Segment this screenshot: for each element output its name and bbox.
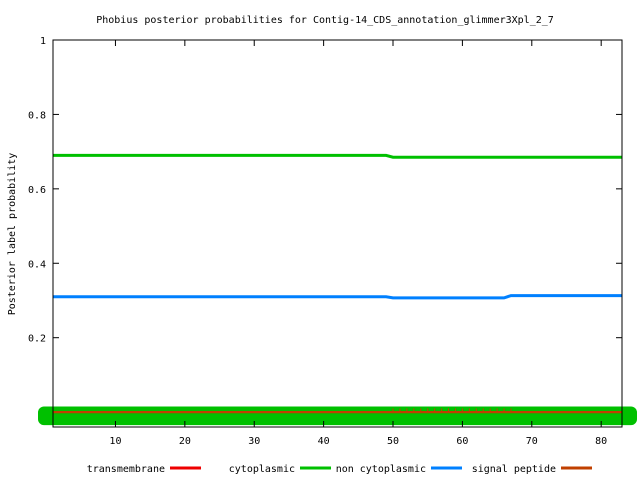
y-tick-label: 0.4 (28, 259, 46, 270)
y-tick-label: 0.2 (28, 334, 46, 345)
legend: transmembrane cytoplasmic non cytoplasmic s… (87, 464, 592, 475)
y-tick-label: 1 (40, 36, 46, 47)
y-tick-label: 0.8 (28, 110, 46, 121)
series-line-non-cytoplasmic (53, 294, 622, 300)
x-tick-label: 20 (179, 436, 191, 447)
series-lines (53, 153, 622, 414)
x-tick-label: 10 (109, 436, 121, 447)
axis-ticks: 10 20 30 40 50 60 70 80 0.2 0.4 0.6 0.8 1 (28, 36, 622, 447)
x-tick-label: 40 (318, 436, 330, 447)
series-line-cytoplasmic (53, 153, 622, 159)
x-tick-label: 50 (387, 436, 399, 447)
x-tick-label: 70 (526, 436, 538, 447)
baseline-band-rect (38, 406, 637, 426)
chart-title: Phobius posterior probabilities for Cont… (96, 15, 554, 26)
y-tick-label: 0.6 (28, 185, 46, 196)
legend-label-signal-peptide: signal peptide (472, 464, 556, 475)
x-tick-label: 80 (595, 436, 607, 447)
x-tick-label: 30 (248, 436, 260, 447)
y-axis-label: Posterior label probability (7, 153, 18, 316)
legend-label-transmembrane: transmembrane (87, 464, 165, 475)
plot-frame (52, 39, 623, 428)
legend-label-non-cytoplasmic: non cytoplasmic (336, 464, 426, 475)
legend-label-cytoplasmic: cytoplasmic (229, 464, 295, 475)
baseline-band (38, 406, 637, 426)
x-tick-label: 60 (456, 436, 468, 447)
